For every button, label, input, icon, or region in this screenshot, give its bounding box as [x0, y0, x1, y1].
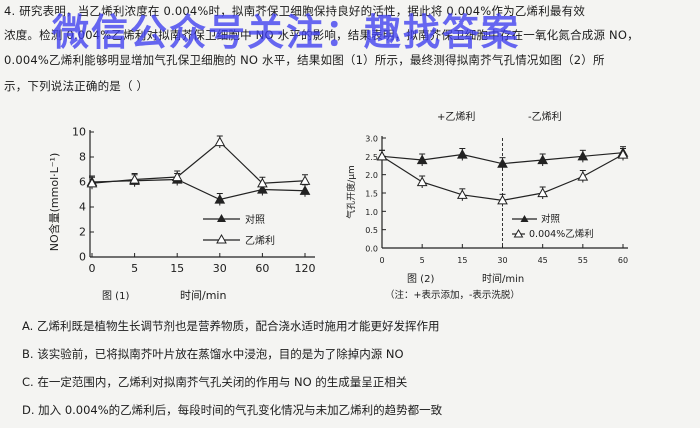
y-tick-label: 0 [79, 251, 86, 264]
data-point-series-1 [214, 193, 226, 204]
data-point-series-1 [456, 148, 468, 159]
fig1-axes [89, 130, 315, 258]
data-point-series-1 [577, 150, 589, 161]
figure-2-chart: +乙烯利 -乙烯利 0.0 0.5 1.0 1.5 2.0 2.5 3.0 0 5 15 30 45… [345, 110, 629, 301]
fig1-caption: 图 (1) [102, 290, 129, 302]
x-tick-label: 30 [213, 262, 227, 275]
y-tick-label: 4 [79, 201, 86, 214]
x-tick-label: 5 [131, 262, 138, 275]
option-b: B. 该实验前，已将拟南芥叶片放在蒸馏水中浸泡，目的是为了除掉内源 NO [22, 347, 404, 361]
data-point-series-1 [416, 154, 428, 165]
y-tick-label: 2.5 [365, 153, 378, 162]
data-point-series-2 [577, 170, 589, 181]
y-tick-label: 3.0 [365, 135, 378, 144]
data-point-series-2 [214, 136, 226, 147]
question-line-3: 0.004%乙烯利能够明显增加气孔保卫细胞的 NO 水平，结果如图（1）所示，最… [4, 53, 605, 67]
x-tick-label: 45 [538, 256, 548, 265]
data-point-series-2 [416, 176, 428, 187]
x-tick-label: 15 [457, 256, 467, 265]
x-tick-label: 0 [379, 256, 384, 265]
data-point-series-2 [537, 187, 549, 198]
y-tick-label: 0.5 [365, 226, 378, 235]
data-point-series-2 [171, 171, 183, 182]
fig2-ylabel: 气孔开度/μm [345, 165, 357, 219]
fig2-top-right-label: -乙烯利 [528, 110, 562, 123]
y-tick-label: 2 [79, 226, 86, 239]
x-tick-label: 55 [578, 256, 588, 265]
fig2-top-left-label: +乙烯利 [437, 110, 475, 123]
fig2-legend: 对照 0.004%乙烯利 [512, 213, 594, 240]
fig2-caption: 图 (2) [407, 273, 434, 285]
fig2-xlabel: 时间/min [482, 272, 524, 285]
fig2-legend-label-1: 对照 [541, 213, 561, 225]
data-point-series-2 [129, 173, 140, 184]
question-line-1: 4. 研究表明，当乙烯利浓度在 0.004%时，拟南芥保卫细胞保持良好的活性，据… [4, 4, 586, 18]
watermark-text: 微信公众号关注：趣找答案 [52, 11, 520, 54]
x-tick-label: 60 [618, 256, 628, 265]
data-point-series-1 [537, 154, 549, 165]
fig2-note: （注：+表示添加，-表示洗脱） [385, 289, 520, 301]
data-point-series-2 [617, 148, 629, 159]
series-line-2 [91, 141, 306, 184]
series-line-1 [91, 178, 306, 201]
data-point-series-2 [257, 177, 268, 188]
figure-1-chart: 0 2 4 6 8 10 0 5 15 30 60 120 NO含量(mmol·L⁻¹) 图 (1)… [47, 126, 316, 303]
fig1-xlabel: 时间/min [180, 289, 226, 302]
option-a: A. 乙烯利既是植物生长调节剂也是营养物质，配合浇水适时施用才能更好发挥作用 [22, 319, 440, 333]
option-c: C. 在一定范围内，乙烯利对拟南芥气孔关闭的作用与 NO 的生成量呈正相关 [22, 375, 408, 389]
data-point-series-2 [376, 150, 388, 161]
x-tick-label: 60 [255, 262, 269, 275]
y-tick-label: 8 [79, 151, 86, 164]
fig1-legend: 对照 乙烯利 [203, 213, 275, 247]
fig1-ylabel: NO含量(mmol·L⁻¹) [47, 153, 61, 252]
x-tick-label: 0 [89, 262, 96, 275]
y-tick-label: 0.0 [365, 245, 378, 254]
question-line-2: 浓度。检测 0.004%乙烯利对拟南芥保卫细胞中 NO 水平的影响，结果表明，拟… [4, 28, 639, 42]
data-point-series-1 [497, 158, 508, 168]
fig1-legend-label-2: 乙烯利 [245, 234, 275, 247]
fig2-legend-label-2: 0.004%乙烯利 [529, 228, 594, 240]
data-point-series-2 [456, 189, 468, 199]
y-tick-label: 1.0 [365, 208, 378, 217]
fig1-legend-label-1: 对照 [245, 213, 265, 226]
y-tick-label: 6 [79, 176, 86, 189]
x-tick-label: 15 [170, 262, 184, 275]
y-tick-label: 10 [72, 126, 86, 139]
data-point-series-1 [299, 185, 311, 195]
x-tick-label: 120 [295, 262, 316, 275]
y-tick-label: 2.0 [365, 171, 378, 180]
data-point-series-2 [299, 175, 311, 185]
option-d: D. 加入 0.004%的乙烯利后，每段时间的气孔变化情况与未加乙烯利的趋势都一… [22, 403, 443, 417]
data-point-series-2 [86, 177, 98, 188]
data-point-series-2 [497, 194, 508, 205]
question-line-4: 示，下列说法正确的是（ ） [4, 79, 149, 93]
y-tick-label: 1.5 [365, 190, 378, 199]
x-tick-label: 30 [497, 256, 507, 265]
x-tick-label: 5 [420, 256, 425, 265]
